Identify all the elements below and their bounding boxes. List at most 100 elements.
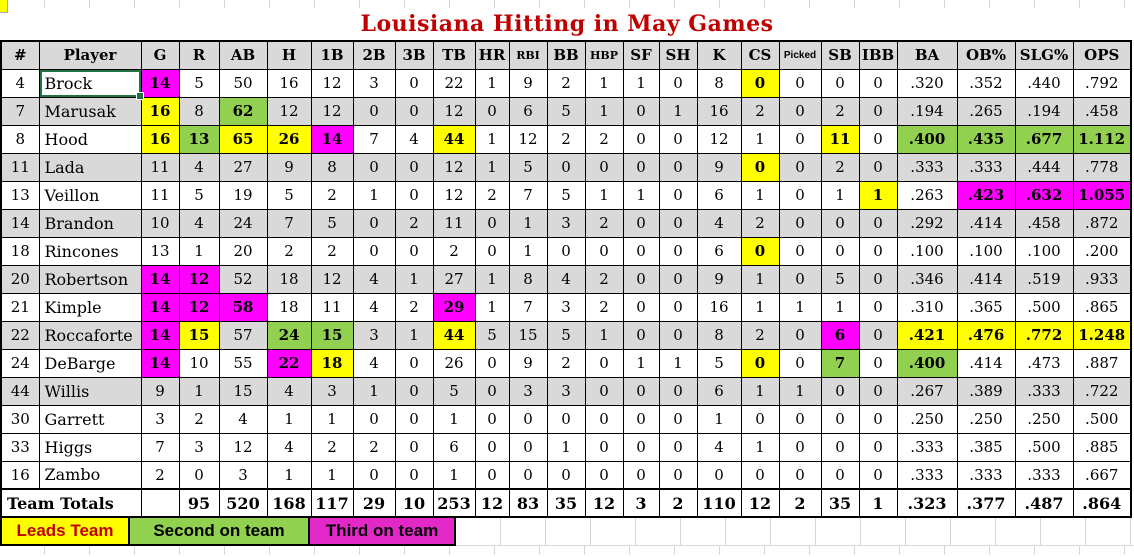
cell-ba[interactable]: .310: [896, 292, 958, 322]
cell-bb[interactable]: 5: [546, 96, 586, 126]
cell-sf[interactable]: 0: [622, 124, 660, 154]
cell-picked[interactable]: 1: [778, 376, 822, 406]
cell-sb[interactable]: 2: [820, 152, 860, 182]
cell-ibb[interactable]: 0: [858, 208, 898, 238]
cell-2b[interactable]: 3: [352, 320, 396, 350]
cell-rbi[interactable]: 6: [508, 96, 548, 126]
cell-picked[interactable]: 0: [778, 208, 822, 238]
cell-h[interactable]: 24: [266, 320, 312, 350]
cell-tb[interactable]: 44: [432, 320, 476, 350]
cell-sf[interactable]: 0: [622, 208, 660, 238]
cell-sf[interactable]: 0: [622, 432, 660, 462]
totals-cell-r[interactable]: 95: [178, 488, 220, 518]
cell-2b[interactable]: 0: [352, 208, 396, 238]
cell-obpct[interactable]: .365: [956, 292, 1016, 322]
cell-obpct[interactable]: .414: [956, 348, 1016, 378]
cell-g[interactable]: 16: [140, 124, 180, 154]
cell-hbp[interactable]: 1: [584, 68, 624, 98]
cell-ab[interactable]: 12: [218, 432, 268, 462]
cell-sh[interactable]: 0: [658, 460, 698, 490]
cell-ops[interactable]: 1.055: [1072, 180, 1132, 210]
cell-sh[interactable]: 0: [658, 152, 698, 182]
cell-ibb[interactable]: 0: [858, 292, 898, 322]
cell-h[interactable]: 12: [266, 96, 312, 126]
cell-picked[interactable]: 0: [778, 68, 822, 98]
cell-ops[interactable]: .865: [1072, 292, 1132, 322]
cell-slgpct[interactable]: .194: [1014, 96, 1074, 126]
cell-hr[interactable]: 5: [474, 320, 510, 350]
cell-ab[interactable]: 52: [218, 264, 268, 294]
cell-jersey-number[interactable]: 22: [0, 320, 40, 350]
cell-2b[interactable]: 7: [352, 124, 396, 154]
cell-3b[interactable]: 0: [394, 376, 434, 406]
cell-ibb[interactable]: 0: [858, 320, 898, 350]
cell-3b[interactable]: 0: [394, 432, 434, 462]
cell-ba[interactable]: .333: [896, 152, 958, 182]
cell-k[interactable]: 1: [696, 404, 742, 434]
totals-cell-bb[interactable]: 35: [546, 488, 586, 518]
cell-cs[interactable]: 0: [740, 348, 780, 378]
cell-picked[interactable]: 1: [778, 292, 822, 322]
cell-bb[interactable]: 2: [546, 348, 586, 378]
cell-bb[interactable]: 0: [546, 152, 586, 182]
cell-g[interactable]: 14: [140, 348, 180, 378]
cell-ops[interactable]: .933: [1072, 264, 1132, 294]
cell-hbp[interactable]: 0: [584, 348, 624, 378]
cell-hbp[interactable]: 1: [584, 96, 624, 126]
cell-sf[interactable]: 0: [622, 264, 660, 294]
cell-r[interactable]: 15: [178, 320, 220, 350]
cell-ibb[interactable]: 0: [858, 432, 898, 462]
cell-sb[interactable]: 0: [820, 460, 860, 490]
totals-cell-hr[interactable]: 12: [474, 488, 510, 518]
cell-3b[interactable]: 0: [394, 180, 434, 210]
cell-rbi[interactable]: 7: [508, 180, 548, 210]
cell-r[interactable]: 5: [178, 68, 220, 98]
cell-hr[interactable]: 1: [474, 124, 510, 154]
cell-1b[interactable]: 1: [310, 404, 354, 434]
cell-rbi[interactable]: 12: [508, 124, 548, 154]
column-header-k[interactable]: K: [696, 40, 742, 70]
cell-ba[interactable]: .346: [896, 264, 958, 294]
cell-cs[interactable]: 0: [740, 460, 780, 490]
cell-ab[interactable]: 57: [218, 320, 268, 350]
cell-r[interactable]: 1: [178, 236, 220, 266]
cell-ibb[interactable]: 0: [858, 376, 898, 406]
cell-ba[interactable]: .333: [896, 432, 958, 462]
totals-cell-obpct[interactable]: .377: [956, 488, 1016, 518]
cell-tb[interactable]: 6: [432, 432, 476, 462]
cell-g[interactable]: 2: [140, 460, 180, 490]
cell-h[interactable]: 22: [266, 348, 312, 378]
cell-r[interactable]: 12: [178, 264, 220, 294]
cell-picked[interactable]: 0: [778, 348, 822, 378]
totals-cell-slgpct[interactable]: .487: [1014, 488, 1074, 518]
cell-r[interactable]: 1: [178, 376, 220, 406]
cell-jersey-number[interactable]: 7: [0, 96, 40, 126]
cell-bb[interactable]: 2: [546, 124, 586, 154]
cell-ab[interactable]: 50: [218, 68, 268, 98]
totals-cell-k[interactable]: 110: [696, 488, 742, 518]
cell-obpct[interactable]: .414: [956, 208, 1016, 238]
cell-3b[interactable]: 1: [394, 264, 434, 294]
cell-ab[interactable]: 19: [218, 180, 268, 210]
cell-ibb[interactable]: 0: [858, 124, 898, 154]
cell-bb[interactable]: 3: [546, 376, 586, 406]
cell-ba[interactable]: .263: [896, 180, 958, 210]
cell-slgpct[interactable]: .458: [1014, 208, 1074, 238]
cell-slgpct[interactable]: .333: [1014, 460, 1074, 490]
cell-obpct[interactable]: .250: [956, 404, 1016, 434]
cell-1b[interactable]: 12: [310, 68, 354, 98]
cell-sb[interactable]: 0: [820, 236, 860, 266]
totals-cell-hbp[interactable]: 12: [584, 488, 624, 518]
cell-obpct[interactable]: .389: [956, 376, 1016, 406]
cell-ibb[interactable]: 0: [858, 68, 898, 98]
cell-player-name[interactable]: Higgs: [38, 432, 142, 462]
cell-ops[interactable]: 1.248: [1072, 320, 1132, 350]
column-header-h[interactable]: H: [266, 40, 312, 70]
cell-picked[interactable]: 0: [778, 460, 822, 490]
totals-cell-ibb[interactable]: 1: [858, 488, 898, 518]
cell-ba[interactable]: .421: [896, 320, 958, 350]
totals-cell-ab[interactable]: 520: [218, 488, 268, 518]
cell-sh[interactable]: 0: [658, 180, 698, 210]
cell-picked[interactable]: 0: [778, 404, 822, 434]
cell-player-name[interactable]: Hood: [38, 124, 142, 154]
